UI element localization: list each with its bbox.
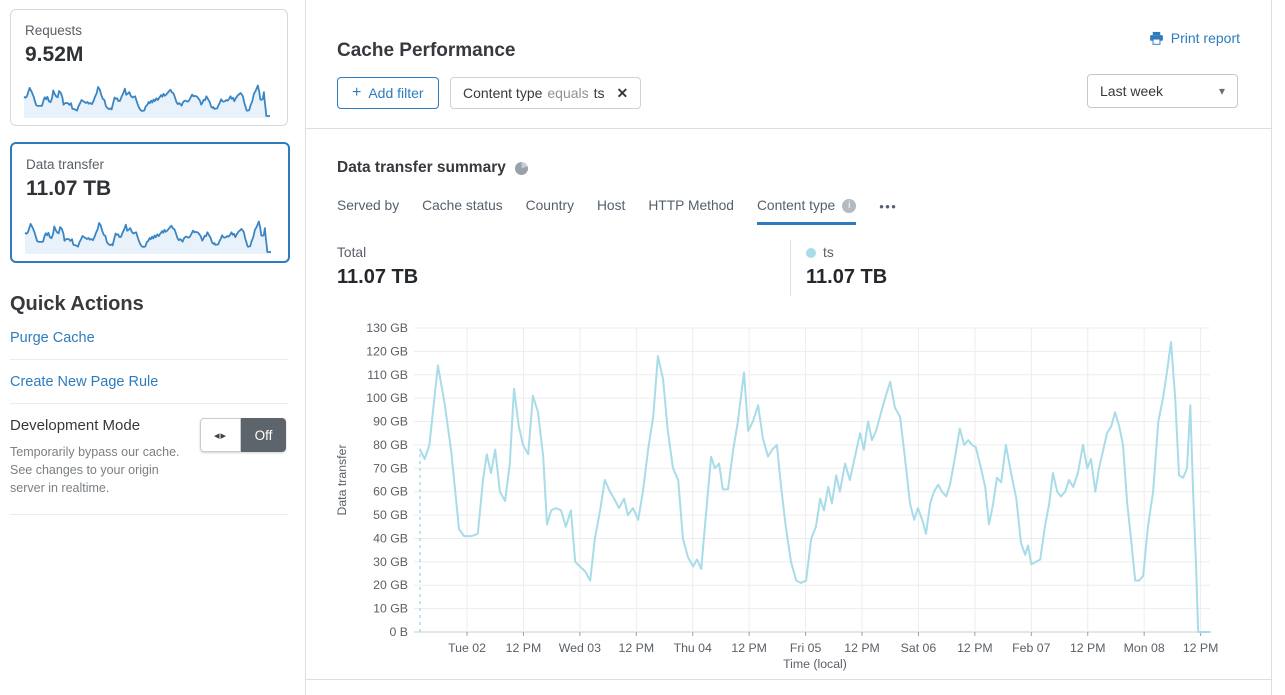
svg-text:30 GB: 30 GB [373,555,408,569]
sidebar-divider [305,0,306,695]
content-right-divider [1271,0,1272,695]
svg-text:80 GB: 80 GB [373,438,408,452]
svg-text:0 B: 0 B [390,625,408,639]
loading-pie-icon [514,161,528,175]
svg-text:Wed 03: Wed 03 [559,641,601,655]
tab-cache-status[interactable]: Cache status [422,198,503,213]
development-mode-title: Development Mode [10,417,141,434]
time-range-select[interactable]: Last week ▾ [1087,74,1238,108]
svg-text:Time (local): Time (local) [783,657,847,671]
create-page-rule-link[interactable]: Create New Page Rule [10,360,288,404]
tabs-overflow-icon[interactable]: ••• [879,199,898,214]
quick-actions-title: Quick Actions [10,293,144,315]
svg-text:130 GB: 130 GB [366,321,408,335]
tab-served-by[interactable]: Served by [337,198,400,213]
print-report-label: Print report [1170,30,1240,46]
add-filter-label: Add filter [368,85,424,101]
development-mode-block: Development Mode Temporarily bypass our … [10,404,288,516]
svg-text:12 PM: 12 PM [731,641,767,655]
tab-http-method[interactable]: HTTP Method [648,198,734,213]
svg-text:Data transfer: Data transfer [335,444,349,515]
requests-card[interactable]: Requests 9.52M [10,9,288,126]
svg-text:90 GB: 90 GB [373,415,408,429]
page-title: Cache Performance [337,39,516,61]
development-mode-description: Temporarily bypass our cache. See change… [10,445,180,496]
svg-text:40 GB: 40 GB [373,531,408,545]
summary-title-row: Data transfer summary [337,159,528,177]
svg-text:12 PM: 12 PM [506,641,542,655]
filter-chip-field: Content type [463,85,543,101]
svg-text:Thu 04: Thu 04 [674,641,712,655]
svg-text:12 PM: 12 PM [1183,641,1219,655]
svg-text:Sat 06: Sat 06 [901,641,937,655]
svg-text:Mon 08: Mon 08 [1124,641,1165,655]
plus-icon: + [352,84,362,101]
add-filter-button[interactable]: + Add filter [337,77,439,109]
time-range-value: Last week [1100,83,1164,99]
data-transfer-chart[interactable]: 0 B 10 GB 20 GB 30 GB 40 GB 50 GB 60 GB 70 GB 80… [330,318,1230,676]
total-label: Total [337,245,367,260]
svg-text:Fri 05: Fri 05 [790,641,822,655]
development-mode-toggle[interactable]: ◂▸ Off [200,418,286,452]
filter-chip[interactable]: Content type equals ts ✕ [450,77,642,109]
header-divider [306,128,1271,129]
info-icon[interactable]: i [842,198,857,213]
requests-card-value: 9.52M [25,43,84,66]
svg-text:50 GB: 50 GB [373,508,408,522]
svg-text:20 GB: 20 GB [373,578,408,592]
svg-text:110 GB: 110 GB [367,368,408,382]
tab-country[interactable]: Country [525,198,574,213]
svg-text:12 PM: 12 PM [1070,641,1106,655]
svg-text:120 GB: 120 GB [366,344,408,358]
svg-text:Feb 07: Feb 07 [1012,641,1050,655]
svg-text:12 PM: 12 PM [844,641,880,655]
close-icon[interactable]: ✕ [616,84,629,101]
data-transfer-sparkline-chart [24,220,271,254]
filter-chip-operator: equals [547,85,589,101]
toggle-arrows-icon: ◂▸ [200,418,241,452]
tab-host[interactable]: Host [596,198,626,213]
totals-divider [790,240,791,296]
series-color-dot [806,247,816,258]
requests-sparkline-chart [23,84,270,118]
quick-actions-section: Quick Actions Purge Cache Create New Pag… [10,293,288,516]
svg-text:100 GB: 100 GB [366,391,408,405]
purge-cache-link[interactable]: Purge Cache [10,316,288,360]
svg-text:12 PM: 12 PM [957,641,993,655]
svg-text:Tue 02: Tue 02 [448,641,486,655]
series-legend[interactable]: ts [806,245,834,260]
svg-text:70 GB: 70 GB [373,461,408,475]
requests-card-label: Requests [25,23,83,38]
total-value: 11.07 TB [337,266,419,288]
svg-text:12 PM: 12 PM [619,641,655,655]
data-transfer-card-label: Data transfer [26,157,105,172]
tab-content-type[interactable]: Content type i [756,198,857,225]
print-report-button[interactable]: Print report [1149,30,1240,46]
toggle-state-label: Off [241,418,286,452]
summary-tabs: Served by Cache status Country Host HTTP… [337,198,897,225]
section-bottom-divider [306,679,1271,680]
summary-title: Data transfer summary [337,159,506,176]
chevron-down-icon: ▾ [1218,84,1225,98]
data-transfer-card-value: 11.07 TB [26,177,112,200]
data-transfer-card[interactable]: Data transfer 11.07 TB [10,142,290,263]
svg-text:10 GB: 10 GB [373,602,408,616]
series-label: ts [823,245,834,260]
series-value: 11.07 TB [806,266,888,288]
filter-chip-value: ts [593,85,605,101]
printer-icon [1149,31,1163,45]
svg-text:60 GB: 60 GB [373,485,408,499]
